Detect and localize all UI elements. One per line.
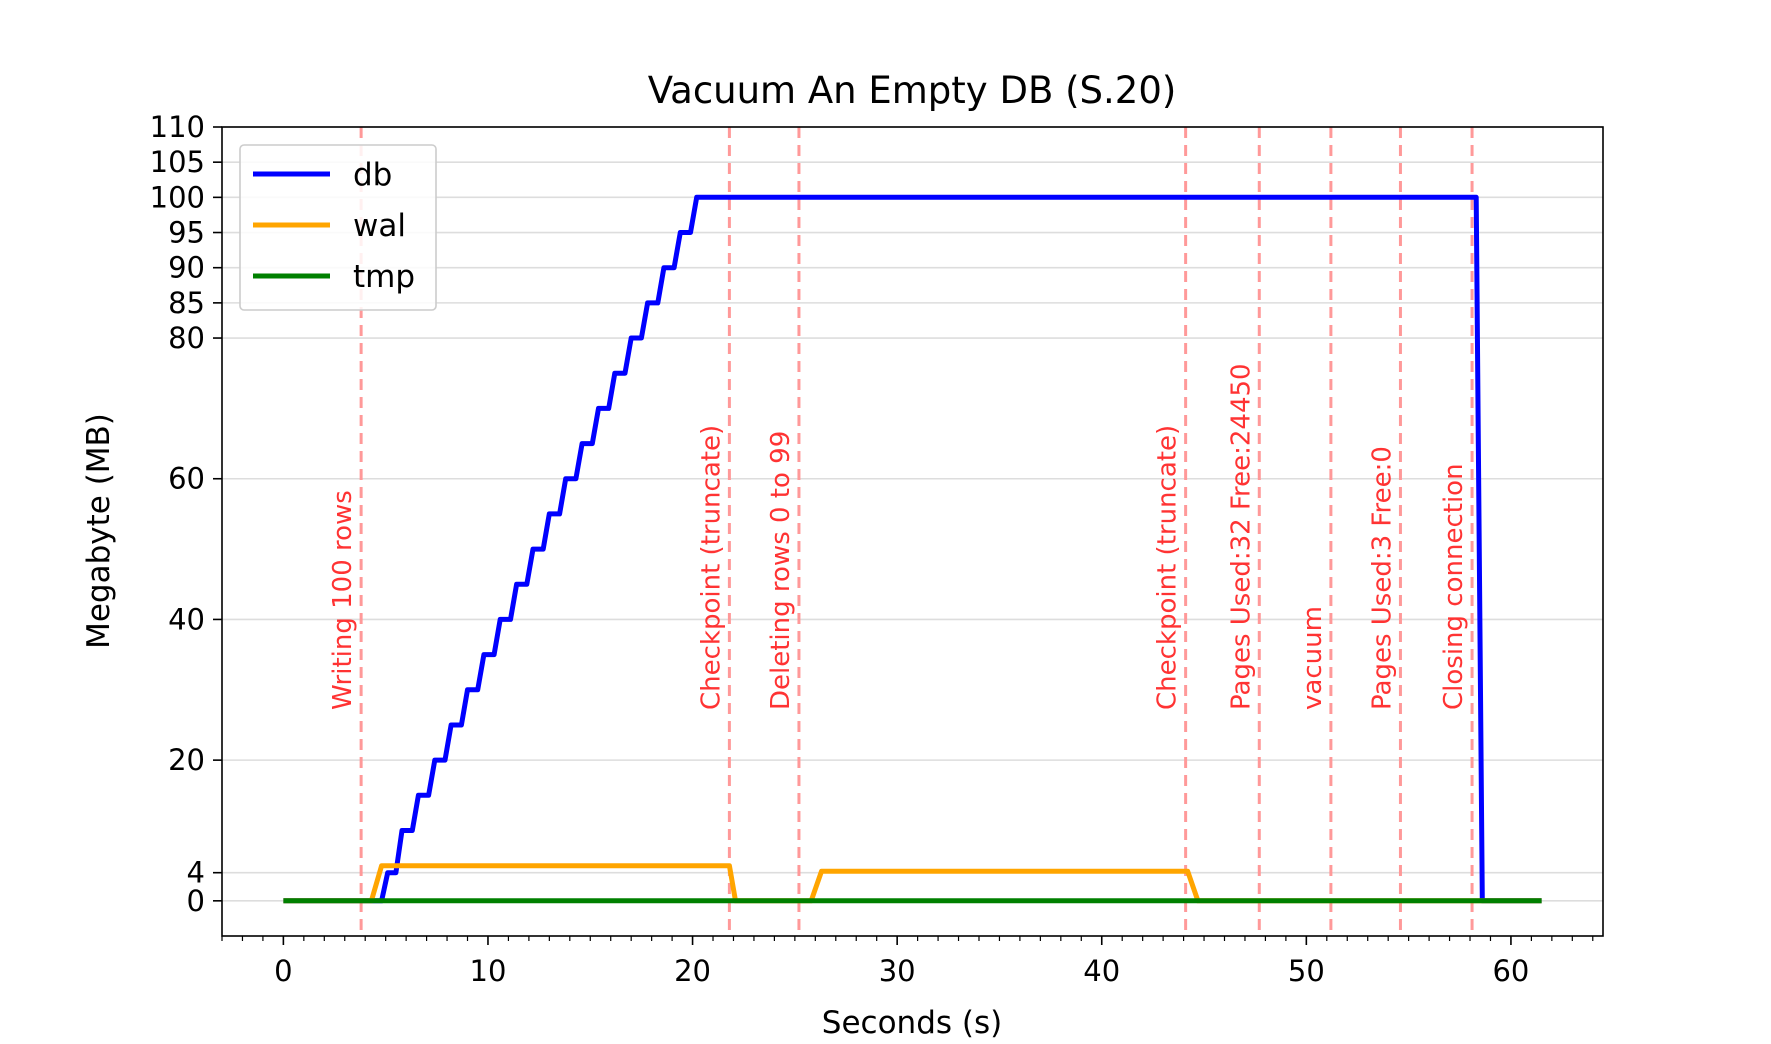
x-tick-label: 30: [879, 954, 916, 988]
y-tick-label: 60: [168, 462, 205, 496]
y-tick-label: 110: [150, 110, 205, 144]
y-tick-label: 80: [168, 321, 205, 355]
series-lines: [283, 194, 1542, 904]
y-tick-label: 20: [168, 743, 205, 777]
y-tick-label: 105: [150, 145, 205, 179]
event-marker-label: Checkpoint (truncate): [696, 425, 726, 710]
legend-label: tmp: [353, 259, 415, 295]
legend-box: [239, 144, 437, 311]
legend-label: wal: [353, 208, 406, 244]
event-marker-label: Deleting rows 0 to 99: [766, 431, 796, 710]
plot-frame: [221, 126, 1604, 937]
x-tick-label: 0: [274, 954, 292, 988]
legend: db wal tmp: [239, 144, 437, 311]
x-tick-label: 10: [470, 954, 507, 988]
y-axis-label: Megabyte (MB): [81, 413, 117, 649]
x-axis-ticks: 0 10 20 30 40 50 60: [221, 936, 1594, 988]
y-tick-label: 100: [150, 180, 205, 214]
y-tick-label: 0: [187, 884, 205, 918]
x-tick-label: 50: [1288, 954, 1325, 988]
event-marker-label: Pages Used:32 Free:24450: [1226, 363, 1256, 710]
x-tick-label: 20: [674, 954, 711, 988]
event-marker-label: vacuum: [1298, 606, 1328, 710]
series-line-wal: [283, 863, 1542, 904]
event-marker-label: Pages Used:3 Free:0: [1367, 446, 1397, 710]
y-tick-label: 85: [168, 286, 205, 320]
x-tick-label: 60: [1492, 954, 1529, 988]
event-markers: Writing 100 rows Checkpoint (truncate) Del…: [328, 127, 1474, 936]
legend-label: db: [353, 157, 392, 193]
x-axis-label: Seconds (s): [822, 1005, 1002, 1041]
series-line-db: [283, 194, 1542, 904]
event-marker-label: Closing connection: [1439, 463, 1469, 710]
event-marker-label: Checkpoint (truncate): [1153, 425, 1183, 710]
x-tick-label: 40: [1083, 954, 1120, 988]
y-tick-label: 40: [168, 602, 205, 636]
y-tick-label: 4: [187, 856, 205, 890]
chart-title: Vacuum An Empty DB (S.20): [648, 69, 1177, 112]
y-tick-label: 95: [168, 216, 205, 250]
y-tick-label: 90: [168, 251, 205, 285]
event-marker-label: Writing 100 rows: [328, 490, 358, 710]
